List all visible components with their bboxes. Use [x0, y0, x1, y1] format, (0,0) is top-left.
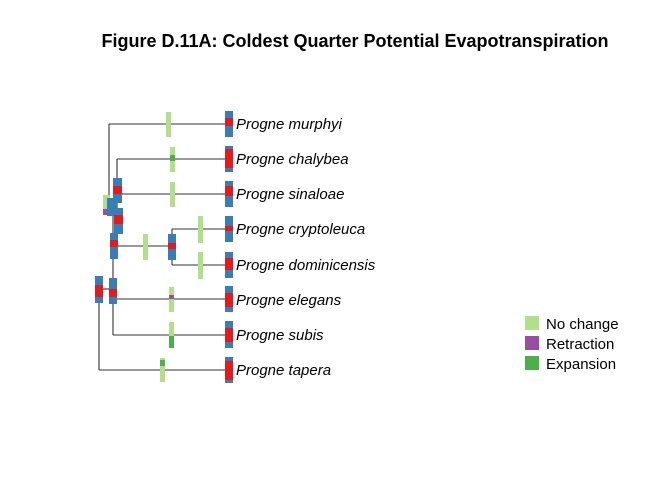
node-bar-clade-red	[110, 240, 118, 247]
change-marker-murphyi	[166, 112, 171, 137]
tip-bar-subis-red	[225, 328, 233, 342]
change-marker-elegans	[169, 287, 174, 312]
tip-label: Progne sinaloae	[236, 186, 344, 203]
tip-bar-elegans-red	[225, 293, 233, 307]
legend-label: Retraction	[546, 336, 614, 353]
tip-label: Progne dominicensis	[236, 257, 376, 274]
node-state-bars	[95, 178, 176, 304]
node-bar-sinaloae-split-red	[114, 215, 123, 224]
tip-bar-chalybea-red	[225, 149, 233, 168]
node-bar-upper	[107, 198, 117, 216]
tip-state-bars	[225, 111, 233, 383]
figure-title: Figure D.11A: Coldest Quarter Potential …	[101, 31, 608, 51]
node-bar-caribbean-red	[168, 243, 176, 249]
tip-label: Progne murphyi	[236, 116, 343, 133]
change-marker-dominicensis	[198, 252, 203, 279]
change-marker-cryptoleuca	[198, 216, 203, 243]
retraction-marker-elegans	[169, 295, 174, 299]
tip-bar-sinaloae-red	[225, 186, 233, 196]
tip-label: Progne subis	[236, 327, 324, 344]
branch-change-markers	[143, 112, 203, 382]
node-bar-root-red	[95, 285, 103, 297]
change-marker-caribbean-stem	[143, 234, 148, 260]
node-bar-murphyi-split	[103, 195, 110, 215]
legend-swatch-expansion	[525, 356, 539, 370]
legend-label: No change	[546, 316, 619, 333]
change-marker-sinaloae	[170, 182, 175, 207]
tip-label: Progne elegans	[236, 292, 342, 309]
node-bar-chalybea-split-red	[113, 186, 122, 194]
tip-label: Progne cryptoleuca	[236, 221, 365, 238]
phylogenetic-tree	[98, 123, 229, 371]
tip-bar-cryptoleuca-red	[225, 226, 233, 231]
legend-swatch-no-change	[525, 316, 539, 330]
tip-labels: Progne murphyi Progne chalybea Progne si…	[236, 116, 376, 379]
tip-label: Progne tapera	[236, 362, 331, 379]
legend-swatch-retraction	[525, 336, 539, 350]
expansion-marker-chalybea	[170, 155, 175, 161]
tip-bar-tapera-red	[225, 361, 233, 380]
node-bar-inner-red	[109, 289, 117, 297]
expansion-marker-subis	[169, 336, 174, 348]
node-bar-murphyi-split-retraction	[103, 209, 108, 215]
tip-bar-murphyi-red	[225, 118, 233, 126]
change-marker-tapera	[160, 358, 165, 382]
legend-label: Expansion	[546, 356, 616, 373]
expansion-marker-tapera	[160, 360, 165, 366]
legend: No change Retraction Expansion	[525, 316, 619, 373]
change-marker-subis	[169, 322, 174, 348]
tip-bar-dominicensis-red	[225, 258, 233, 270]
tip-label: Progne chalybea	[236, 151, 349, 168]
